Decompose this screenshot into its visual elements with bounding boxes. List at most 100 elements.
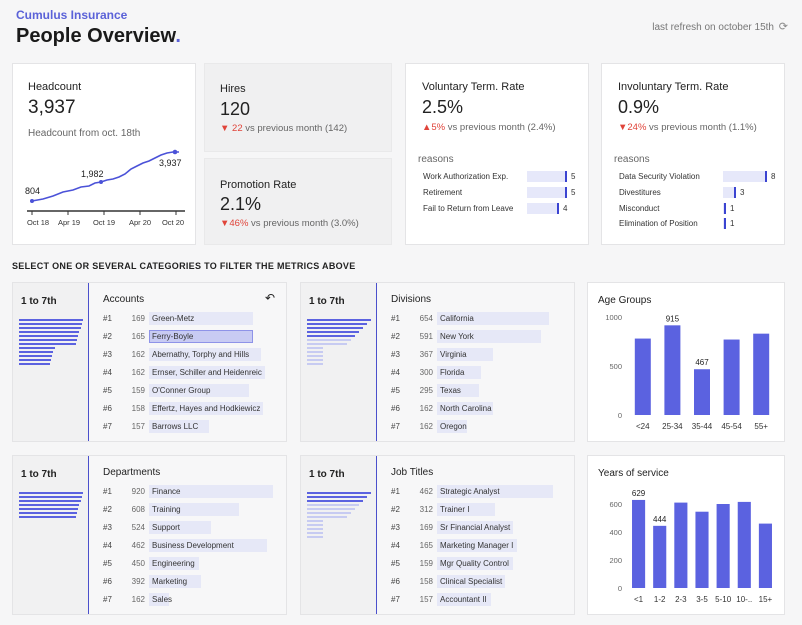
list-item[interactable]: #1 920 Finance (103, 484, 273, 498)
reason-row[interactable]: Misconduct 1 (619, 201, 734, 215)
jobtitles-mini-chart[interactable]: 1 to 7th (301, 456, 377, 614)
bar[interactable] (674, 502, 688, 588)
item-name-cell: Finance (149, 484, 273, 498)
reason-row[interactable]: Fail to Return from Leave 4 (423, 201, 567, 215)
list-item[interactable]: #7 162 Oregon (391, 419, 467, 433)
count: 162 (419, 421, 433, 431)
mini-bar (19, 323, 82, 325)
bar[interactable] (758, 523, 772, 588)
x-tick-label: 15+ (759, 595, 773, 604)
list-item[interactable]: #3 367 Virginia (391, 347, 493, 361)
list-item[interactable]: #2 312 Trainer I (391, 502, 495, 516)
bar[interactable] (695, 511, 709, 588)
divisions-mini-chart[interactable]: 1 to 7th (301, 283, 377, 441)
list-item[interactable]: #1 462 Strategic Analyst (391, 484, 553, 498)
promotion-value: 2.1% (220, 194, 262, 214)
involuntary-delta-line: ▼24% vs previous month (1.1%) (618, 122, 757, 133)
list-item[interactable]: #7 162 Sales (103, 592, 172, 606)
bar[interactable] (737, 501, 751, 588)
item-name: Green-Metz (152, 313, 195, 323)
headcount-label: Headcount (28, 81, 82, 93)
list-item[interactable]: #1 169 Green-Metz (103, 311, 253, 325)
mini-bar (307, 524, 323, 526)
accounts-mini-chart[interactable]: 1 to 7th (13, 283, 89, 441)
bar[interactable] (694, 369, 710, 415)
mini-bar (307, 347, 323, 349)
rank: #2 (103, 331, 112, 341)
list-item[interactable]: #3 169 Sr Financial Analyst (391, 520, 513, 534)
bar[interactable] (653, 525, 667, 588)
x-tick-label: 2-3 (675, 595, 687, 604)
item-bar (437, 592, 491, 606)
rank: #2 (103, 504, 112, 514)
list-item[interactable]: #5 450 Engineering (103, 556, 199, 570)
item-name: Barrows LLC (152, 421, 199, 431)
bar[interactable] (632, 499, 646, 588)
bar[interactable] (723, 339, 740, 415)
reason-value: 5 (571, 171, 576, 181)
reason-row[interactable]: Retirement 5 (423, 185, 575, 199)
list-item[interactable]: #5 159 O'Conner Group (103, 383, 249, 397)
list-item[interactable]: #3 162 Abernathy, Torphy and Hills (103, 347, 261, 361)
sparkline-start-label: 804 (25, 186, 40, 196)
promotion-label: Promotion Rate (220, 179, 297, 191)
bar[interactable] (716, 504, 730, 588)
rank: #3 (391, 349, 400, 359)
reason-row[interactable]: Work Authorization Exp. 5 (423, 169, 575, 183)
item-name: Ernser, Schiller and Heidenreic (152, 367, 262, 377)
list-item[interactable]: #7 157 Barrows LLC (103, 419, 209, 433)
bar[interactable] (664, 325, 681, 415)
bar[interactable] (753, 333, 770, 415)
x-tick-label: 3-5 (696, 595, 708, 604)
list-item[interactable]: #2 608 Training (103, 502, 239, 516)
item-name-cell: Trainer I (437, 502, 495, 516)
list-item[interactable]: #2 165 Ferry-Boyle (103, 329, 253, 343)
count: 165 (419, 540, 433, 550)
list-item[interactable]: #4 162 Ernser, Schiller and Heidenreic (103, 365, 265, 379)
range-label: 1 to 7th (21, 296, 57, 307)
mini-bar (307, 536, 323, 538)
list-item[interactable]: #6 162 North Carolina (391, 401, 493, 415)
filter-heading: SELECT ONE OR SEVERAL CATEGORIES TO FILT… (12, 261, 356, 271)
list-item[interactable]: #6 158 Effertz, Hayes and Hodkiewicz (103, 401, 263, 415)
list-item[interactable]: #7 157 Accountant II (391, 592, 491, 606)
reason-row[interactable]: Divestitures 3 (619, 185, 744, 199)
list-item[interactable]: #4 300 Florida (391, 365, 481, 379)
sparkline-x-tick: Oct 20 (162, 218, 184, 227)
list-item[interactable]: #3 524 Support (103, 520, 211, 534)
list-item[interactable]: #4 462 Business Development (103, 538, 267, 552)
item-name-cell: New York (437, 329, 541, 343)
y-tick-label: 500 (609, 362, 622, 371)
item-name-cell: Mgr Quality Control (437, 556, 513, 570)
departments-mini-chart[interactable]: 1 to 7th (13, 456, 89, 614)
item-name-cell: Strategic Analyst (437, 484, 553, 498)
item-name-cell: Sr Financial Analyst (437, 520, 513, 534)
item-bar (437, 347, 493, 361)
reason-bar (527, 202, 559, 214)
list-item[interactable]: #5 295 Texas (391, 383, 479, 397)
brand-name: Cumulus Insurance (16, 8, 128, 22)
reason-row[interactable]: Data Security Violation 8 (619, 169, 775, 183)
count: 165 (131, 331, 145, 341)
reason-row[interactable]: Elimination of Position 1 (619, 216, 734, 230)
item-name-cell: Clinical Specialist (437, 574, 505, 588)
bar[interactable] (634, 338, 651, 415)
rank: #7 (391, 594, 400, 604)
mini-bar (19, 319, 83, 321)
undo-icon[interactable]: ↶ (265, 291, 276, 305)
list-item[interactable]: #4 165 Marketing Manager I (391, 538, 517, 552)
list-item[interactable]: #6 392 Marketing (103, 574, 201, 588)
voluntary-label: Voluntary Term. Rate (422, 81, 525, 93)
item-name: Finance (152, 486, 181, 496)
count: 608 (131, 504, 145, 514)
item-name: Ferry-Boyle (152, 331, 194, 341)
list-item[interactable]: #6 158 Clinical Specialist (391, 574, 505, 588)
list-item[interactable]: #1 654 California (391, 311, 549, 325)
list-item[interactable]: #5 159 Mgr Quality Control (391, 556, 513, 570)
count: 158 (419, 576, 433, 586)
refresh-icon[interactable]: ⟳ (778, 21, 788, 33)
reason-value: 4 (563, 203, 568, 213)
list-item[interactable]: #2 591 New York (391, 329, 541, 343)
reason-label: Misconduct (619, 203, 660, 213)
departments-title: Departments (103, 467, 161, 478)
